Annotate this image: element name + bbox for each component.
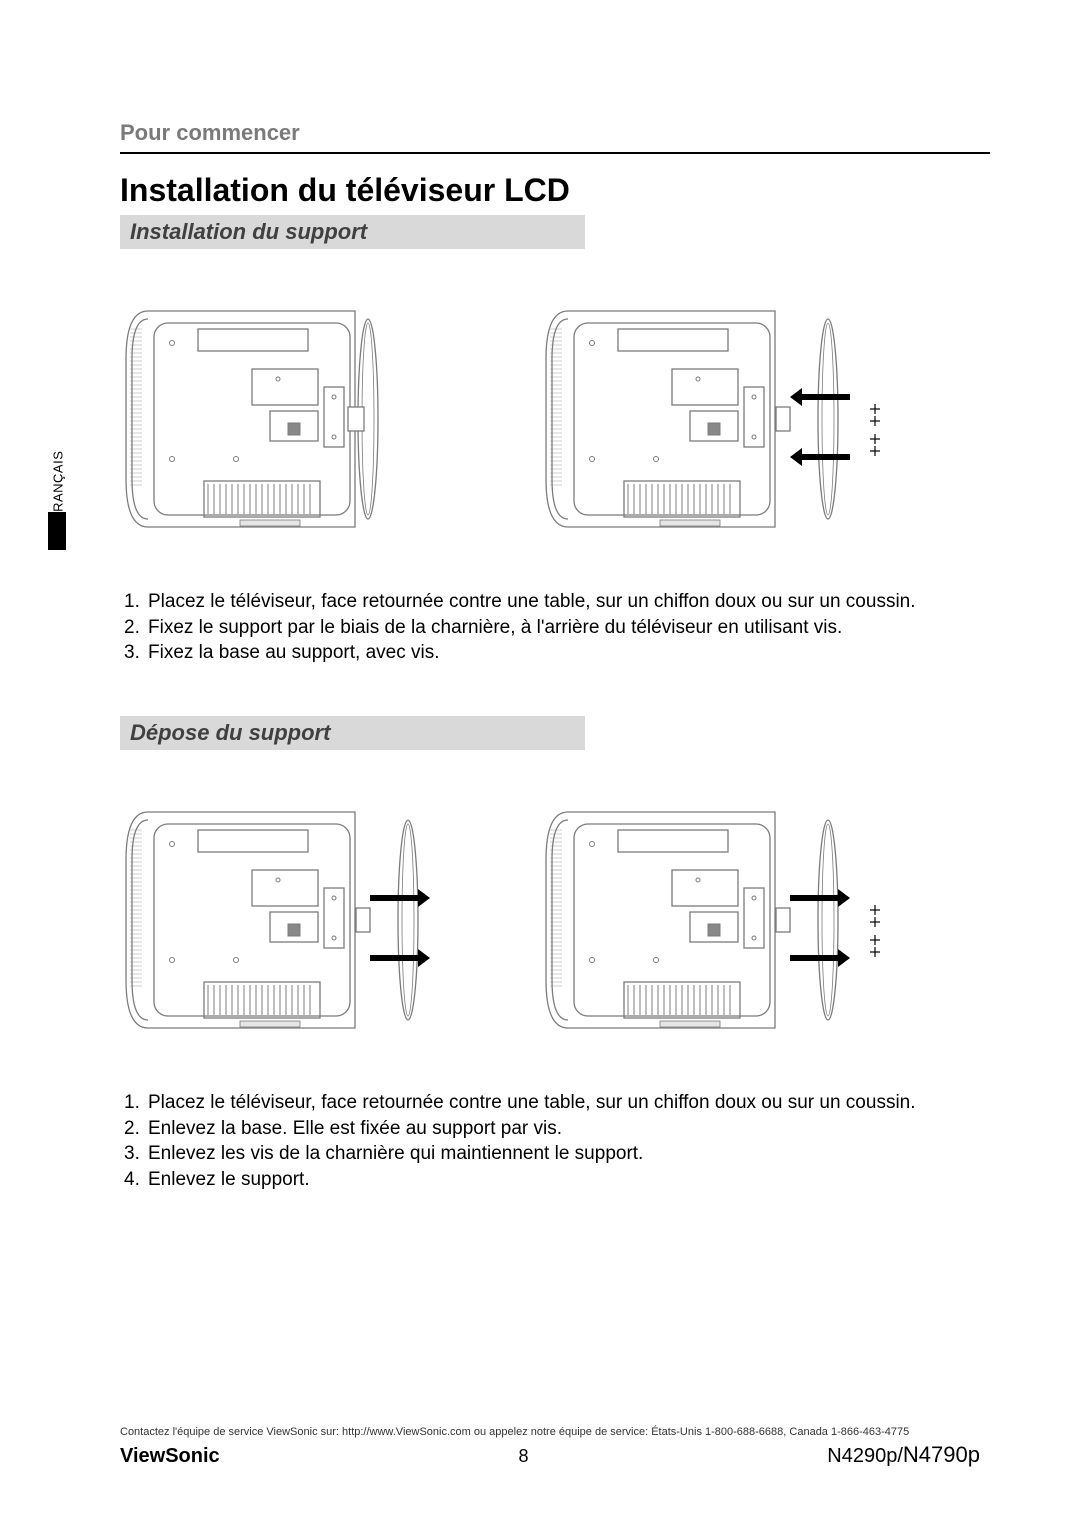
step-text: Enlevez la base. Elle est fixée au suppo…	[148, 1116, 562, 1142]
step-text: Enlevez le support.	[148, 1167, 310, 1193]
language-tab: FRANÇAIS	[48, 440, 68, 530]
step-text: Placez le téléviseur, face retournée con…	[148, 589, 916, 615]
footer-model: N4290p/N4790p	[827, 1442, 980, 1468]
footer-page-number: 8	[518, 1446, 528, 1467]
step-item: 3. Fixez la base au support, avec vis.	[124, 640, 990, 666]
footer-line: ViewSonic 8 N4290p/N4790p	[120, 1442, 980, 1468]
remove-steps: 1. Placez le téléviseur, face retournée …	[120, 1090, 990, 1193]
remove-diagram-left	[120, 790, 480, 1050]
remove-subtitle-band: Dépose du support	[120, 716, 585, 750]
footer-contact: Contactez l'équipe de service ViewSonic …	[120, 1426, 980, 1438]
step-number: 1.	[124, 589, 148, 615]
step-number: 2.	[124, 1116, 148, 1142]
section-label: Pour commencer	[120, 120, 990, 146]
remove-subtitle: Dépose du support	[130, 720, 330, 745]
language-tab-bar	[48, 512, 66, 550]
step-number: 4.	[124, 1167, 148, 1193]
step-text: Fixez le support par le biais de la char…	[148, 615, 842, 641]
step-item: 3. Enlevez les vis de la charnière qui m…	[124, 1141, 990, 1167]
step-number: 3.	[124, 640, 148, 666]
step-item: 1. Placez le téléviseur, face retournée …	[124, 1090, 990, 1116]
manual-page: FRANÇAIS Pour commencer Installation du …	[0, 0, 1080, 1528]
install-diagram-right	[540, 289, 900, 549]
footer-model-b: N4790p	[903, 1442, 980, 1467]
language-label: FRANÇAIS	[51, 450, 66, 520]
page-title: Installation du téléviseur LCD	[120, 172, 990, 209]
install-steps: 1. Placez le téléviseur, face retournée …	[120, 589, 990, 666]
install-subtitle: Installation du support	[130, 219, 367, 244]
install-subtitle-band: Installation du support	[120, 215, 585, 249]
section-rule	[120, 152, 990, 154]
step-number: 2.	[124, 615, 148, 641]
step-number: 3.	[124, 1141, 148, 1167]
remove-diagram-right	[540, 790, 900, 1050]
step-text: Fixez la base au support, avec vis.	[148, 640, 439, 666]
step-text: Enlevez les vis de la charnière qui main…	[148, 1141, 643, 1167]
install-diagram-left	[120, 289, 480, 549]
step-item: 1. Placez le téléviseur, face retournée …	[124, 589, 990, 615]
step-item: 2. Fixez le support par le biais de la c…	[124, 615, 990, 641]
step-number: 1.	[124, 1090, 148, 1116]
footer-model-a: N4290p	[827, 1445, 897, 1467]
step-item: 2. Enlevez la base. Elle est fixée au su…	[124, 1116, 990, 1142]
remove-diagram-row	[120, 790, 990, 1050]
install-diagram-row	[120, 289, 990, 549]
step-item: 4. Enlevez le support.	[124, 1167, 990, 1193]
footer-brand: ViewSonic	[120, 1445, 220, 1468]
step-text: Placez le téléviseur, face retournée con…	[148, 1090, 916, 1116]
